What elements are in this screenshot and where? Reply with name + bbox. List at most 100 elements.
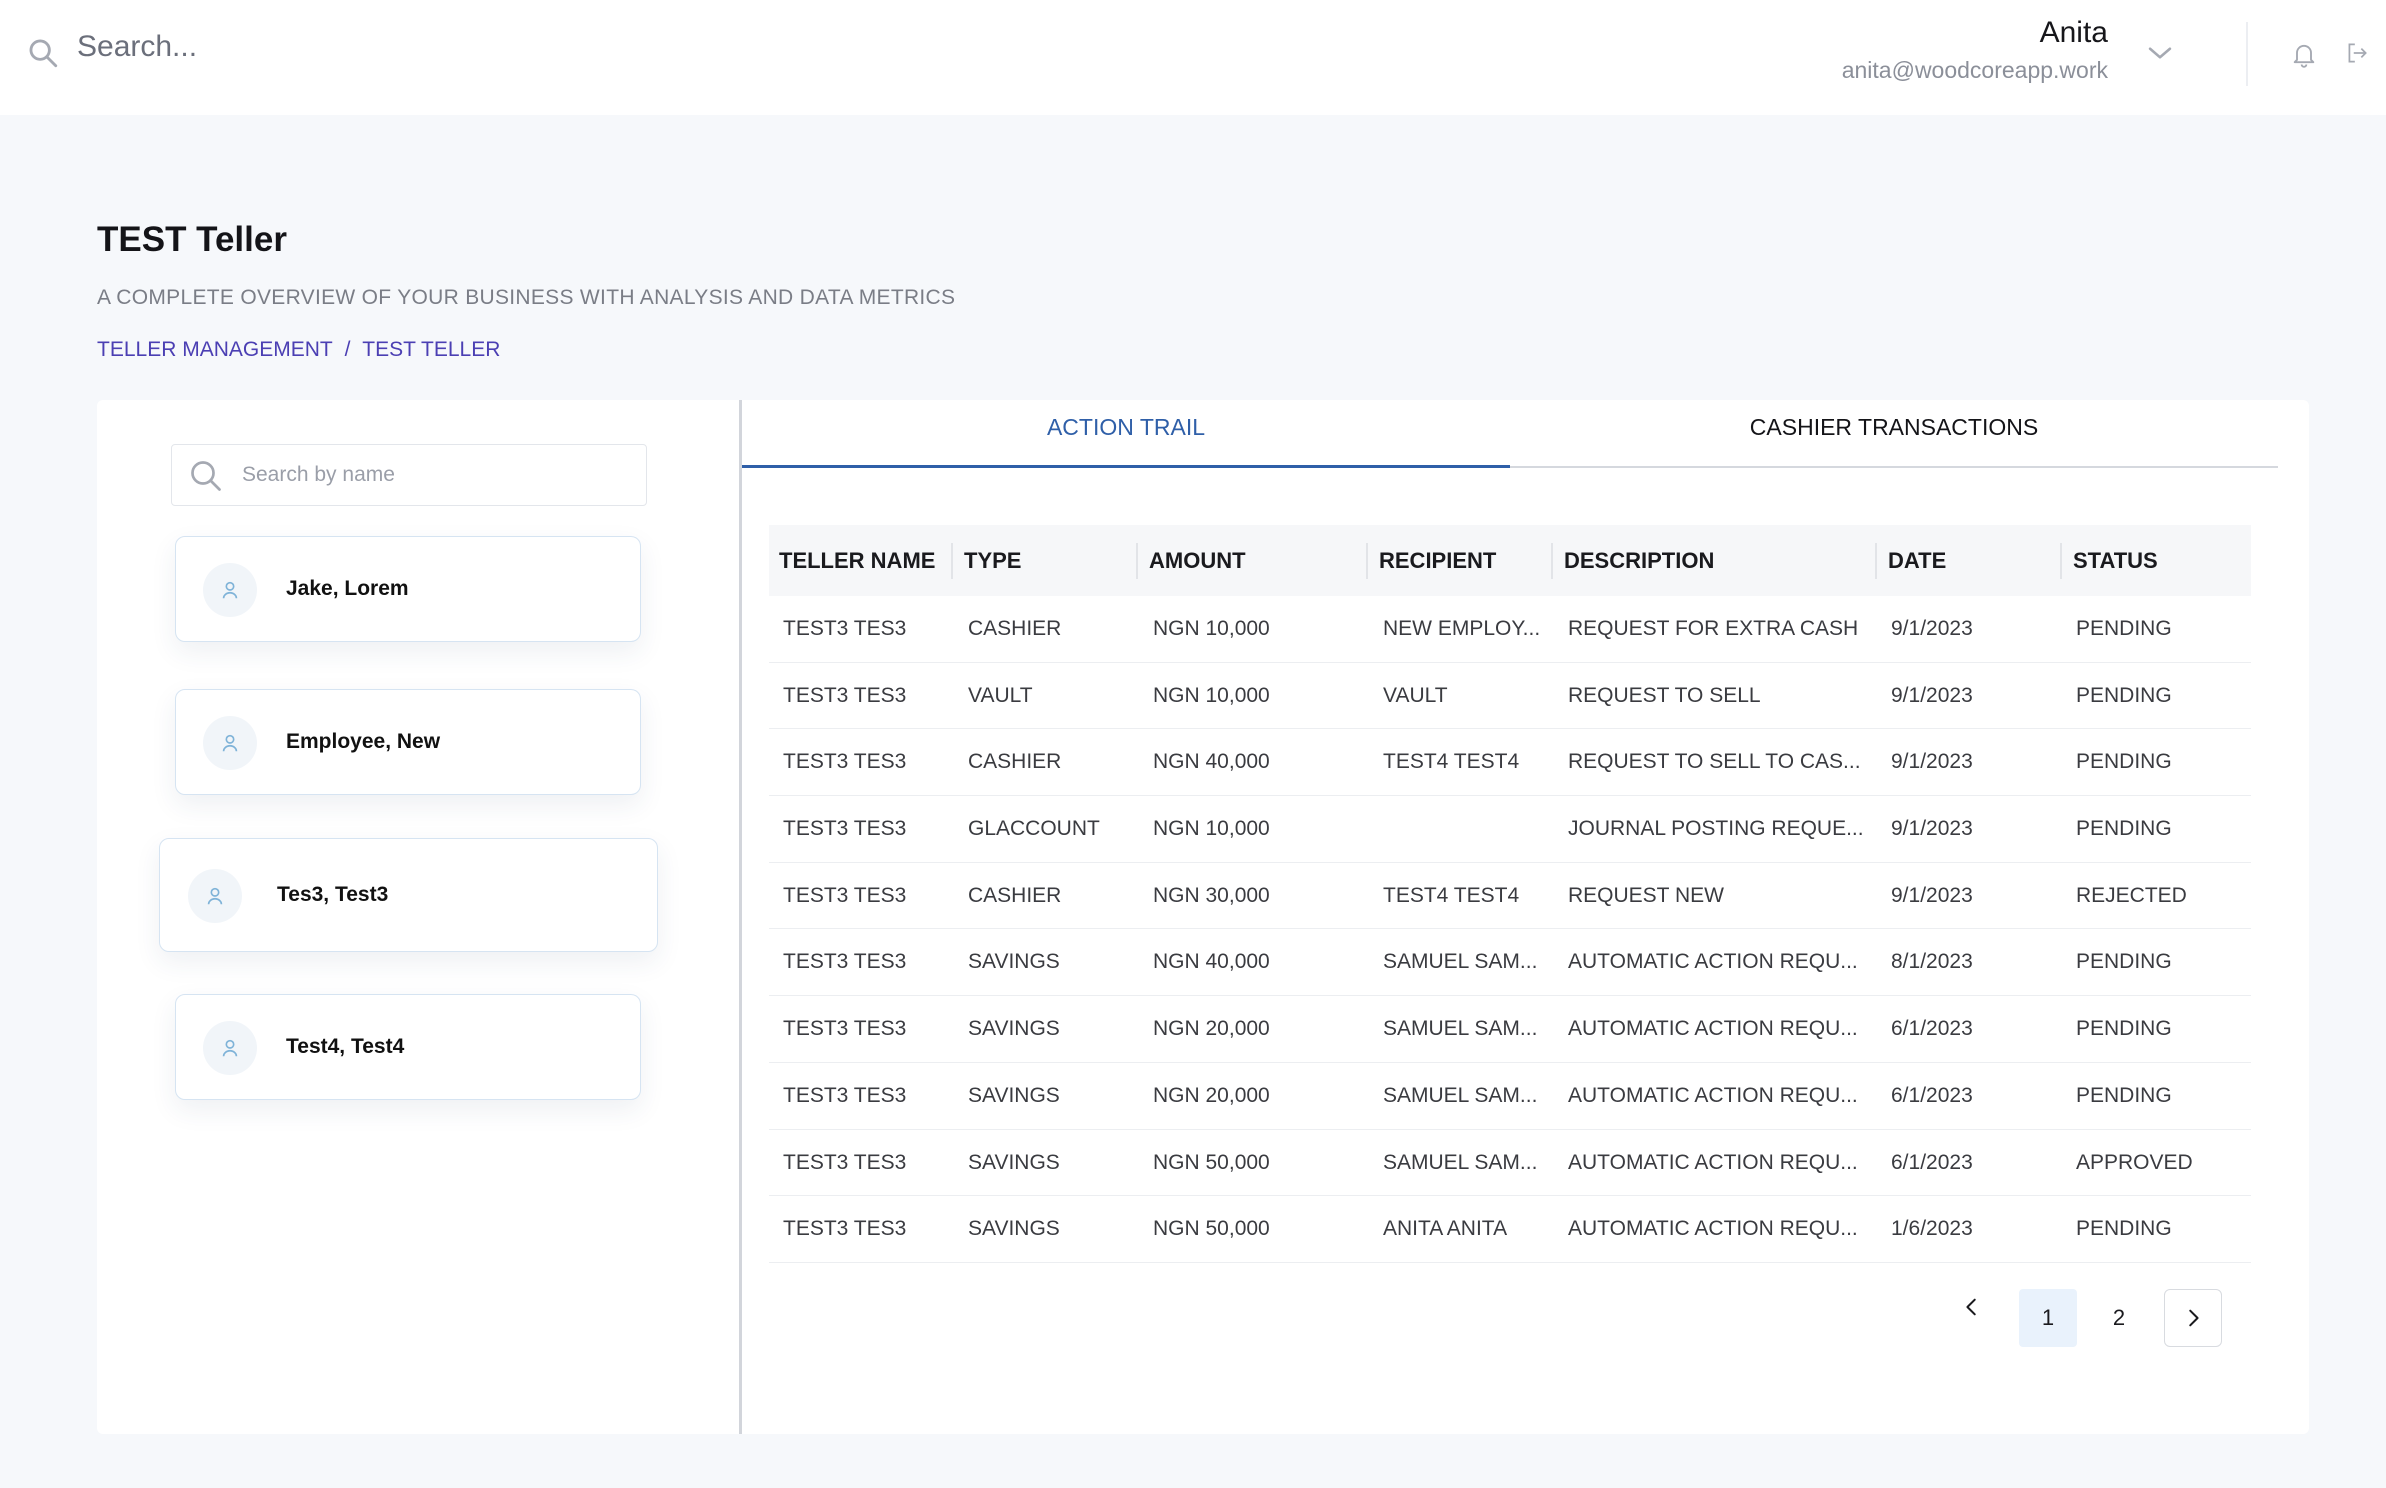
bell-icon[interactable]	[2290, 40, 2318, 68]
teller-name: Test4, Test4	[286, 1035, 405, 1058]
cell-amount: NGN 10,000	[1153, 683, 1270, 707]
col-recipient[interactable]: RECIPIENT	[1379, 548, 1497, 573]
chevron-right-icon	[2189, 1309, 2199, 1327]
cell-status: PENDING	[2076, 817, 2172, 841]
cell-status: PENDING	[2076, 617, 2172, 640]
name-search-input[interactable]	[242, 459, 632, 491]
cell-date: 1/6/2023	[1891, 1217, 1973, 1241]
cell-status: PENDING	[2076, 950, 2172, 974]
column-divider	[1366, 543, 1368, 579]
col-amount[interactable]: AMOUNT	[1149, 548, 1246, 573]
chevron-down-icon[interactable]	[2143, 36, 2177, 70]
cell-amount: NGN 40,000	[1153, 950, 1270, 974]
global-search-input[interactable]: Search...	[77, 30, 198, 63]
column-divider	[1136, 543, 1138, 579]
tab-cashier-transactions[interactable]: CASHIER TRANSACTIONS	[1749, 414, 2039, 440]
teller-item-test4-test4[interactable]: Test4, Test4	[175, 994, 641, 1100]
tab-underline	[742, 466, 2278, 468]
pagination-page-1[interactable]: 1	[2019, 1289, 2077, 1347]
user-icon	[222, 734, 238, 752]
cell-amount: NGN 40,000	[1153, 750, 1270, 774]
breadcrumb-teller-management[interactable]: TELLER MANAGEMENT	[97, 338, 333, 361]
cell-type: SAVINGS	[968, 1017, 1060, 1041]
avatar	[203, 563, 257, 617]
table-row[interactable]: TEST3 TES3 CASHIER NGN 30,000 TEST4 TEST4 RE…	[769, 863, 2251, 930]
cell-type: SAVINGS	[968, 1150, 1060, 1174]
cell-date: 9/1/2023	[1891, 683, 1973, 707]
name-search-box[interactable]	[171, 444, 647, 506]
cell-description: AUTOMATIC ACTION REQU...	[1568, 1150, 1858, 1174]
table-body: TEST3 TES3 CASHIER NGN 10,000 NEW EMPLOY...…	[769, 596, 2251, 1263]
cell-recipient: SAMUEL SAM...	[1383, 1083, 1538, 1107]
pagination-next[interactable]	[2164, 1289, 2222, 1347]
cell-description: AUTOMATIC ACTION REQU...	[1568, 1083, 1858, 1107]
cell-amount: NGN 20,000	[1153, 1083, 1270, 1107]
tab-action-trail[interactable]: ACTION TRAIL	[1046, 414, 1206, 440]
table-row[interactable]: TEST3 TES3 SAVINGS NGN 50,000 ANITA ANITA AU…	[769, 1196, 2251, 1263]
col-type[interactable]: TYPE	[964, 548, 1022, 573]
cell-date: 9/1/2023	[1891, 883, 1973, 907]
cell-recipient: VAULT	[1383, 683, 1448, 707]
search-icon	[191, 461, 221, 491]
column-divider	[951, 543, 953, 579]
table-row[interactable]: TEST3 TES3 GLACCOUNT NGN 10,000 JOURNAL POS…	[769, 796, 2251, 863]
teller-name: Tes3, Test3	[277, 883, 389, 906]
breadcrumb: TELLER MANAGEMENT / TEST TELLER	[97, 338, 500, 362]
cell-teller-name: TEST3 TES3	[783, 750, 907, 774]
table-row[interactable]: TEST3 TES3 SAVINGS NGN 20,000 SAMUEL SAM...…	[769, 996, 2251, 1063]
pagination-prev[interactable]	[1952, 1287, 1992, 1327]
cell-teller-name: TEST3 TES3	[783, 1083, 907, 1107]
chevron-left-icon	[1966, 1298, 1976, 1316]
avatar	[203, 716, 257, 770]
table-row[interactable]: TEST3 TES3 CASHIER NGN 40,000 TEST4 TEST4 RE…	[769, 729, 2251, 797]
cell-status: REJECTED	[2076, 883, 2187, 907]
cell-teller-name: TEST3 TES3	[783, 883, 907, 907]
page-subtitle: A COMPLETE OVERVIEW OF YOUR BUSINESS WIT…	[97, 286, 956, 309]
cell-amount: NGN 30,000	[1153, 883, 1270, 907]
cell-teller-name: TEST3 TES3	[783, 1017, 907, 1041]
breadcrumb-separator: /	[344, 338, 351, 361]
teller-name: Jake, Lorem	[286, 577, 409, 600]
cell-type: CASHIER	[968, 883, 1062, 907]
tab-active-indicator	[742, 465, 1510, 468]
cell-status: APPROVED	[2076, 1150, 2193, 1174]
cell-status: PENDING	[2076, 1217, 2172, 1241]
cell-description: REQUEST FOR EXTRA CASH	[1568, 617, 1859, 640]
table-row[interactable]: TEST3 TES3 CASHIER NGN 10,000 NEW EMPLOY...…	[769, 596, 2251, 663]
table-header: TELLER NAME TYPE AMOUNT RECIPIENT DESCRI…	[769, 525, 2251, 596]
cell-teller-name: TEST3 TES3	[783, 1217, 907, 1241]
table-row[interactable]: TEST3 TES3 VAULT NGN 10,000 VAULT REQUEST TO…	[769, 663, 2251, 730]
teller-item-employee-new[interactable]: Employee, New	[175, 689, 641, 795]
cell-type: CASHIER	[968, 617, 1062, 640]
col-description[interactable]: DESCRIPTION	[1564, 548, 1715, 573]
cell-teller-name: TEST3 TES3	[783, 617, 907, 640]
logout-icon[interactable]	[2344, 40, 2370, 66]
teller-item-tes3-test3[interactable]: Tes3, Test3	[159, 838, 658, 952]
column-divider	[1875, 543, 1877, 579]
cell-recipient: TEST4 TEST4	[1383, 750, 1520, 774]
user-icon	[222, 581, 238, 599]
table-row[interactable]: TEST3 TES3 SAVINGS NGN 50,000 SAMUEL SAM...…	[769, 1130, 2251, 1197]
cell-type: SAVINGS	[968, 1083, 1060, 1107]
col-status[interactable]: STATUS	[2073, 548, 2158, 573]
cell-recipient: SAMUEL SAM...	[1383, 1017, 1538, 1041]
cell-teller-name: TEST3 TES3	[783, 683, 907, 707]
cell-amount: NGN 10,000	[1153, 817, 1270, 841]
cell-recipient: SAMUEL SAM...	[1383, 950, 1538, 974]
cell-recipient: ANITA ANITA	[1383, 1217, 1508, 1241]
cell-description: JOURNAL POSTING REQUE...	[1568, 817, 1864, 841]
cell-recipient: NEW EMPLOY...	[1383, 617, 1541, 640]
col-teller-name[interactable]: TELLER NAME	[779, 548, 936, 573]
table-row[interactable]: TEST3 TES3 SAVINGS NGN 40,000 SAMUEL SAM...…	[769, 929, 2251, 997]
cell-type: SAVINGS	[968, 950, 1060, 974]
cell-status: PENDING	[2076, 1017, 2172, 1041]
pagination-page-2[interactable]: 2	[2112, 1305, 2126, 1330]
col-date[interactable]: DATE	[1888, 548, 1947, 573]
search-icon	[29, 39, 58, 68]
teller-item-jake-lorem[interactable]: Jake, Lorem	[175, 536, 641, 642]
column-divider	[2060, 543, 2062, 579]
cell-recipient	[1383, 796, 1553, 862]
table-row[interactable]: TEST3 TES3 SAVINGS NGN 20,000 SAMUEL SAM...…	[769, 1063, 2251, 1130]
cell-teller-name: TEST3 TES3	[783, 1150, 907, 1174]
teller-name: Employee, New	[286, 730, 441, 753]
